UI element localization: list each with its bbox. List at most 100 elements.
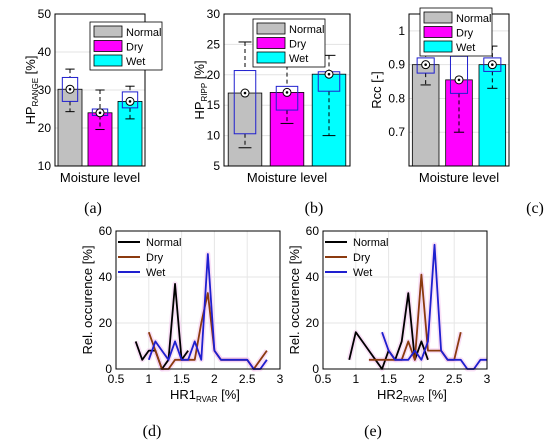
y-axis-label: Rcc [-] <box>369 71 384 109</box>
legend-label: Dry <box>289 39 307 51</box>
median-dot <box>68 87 72 91</box>
legend-swatch <box>423 11 453 24</box>
median-dot <box>327 72 331 76</box>
y-tick-label: 0.7 <box>388 125 405 139</box>
panel-2: 0.7 0.8 0.9 1 Normal Dry Wet Moisture level Rcc … <box>369 7 544 217</box>
panel-4: 0.5 1 1.5 2 2.5 3 0 20 40 60 Normal Dry Wet HR2RVAR [… <box>287 224 491 440</box>
x-tick-label: 1 <box>352 372 359 386</box>
panel-label: (d) <box>143 423 162 440</box>
legend-label: Dry <box>353 252 371 264</box>
y-tick-label: 40 <box>306 270 320 284</box>
legend-label: Normal <box>456 13 491 25</box>
legend-label: Wet <box>456 42 475 54</box>
y-tick-label: 40 <box>99 270 113 284</box>
panel-0: 10 20 30 40 50 Normal Dry Wet Moisture level HPRA… <box>23 7 163 217</box>
y-tick-label: 5 <box>213 159 220 173</box>
box-iqr <box>275 85 299 111</box>
bar-normal <box>411 64 440 167</box>
legend-label: Dry <box>146 252 164 264</box>
axes-frame <box>223 13 351 167</box>
legend-label: Normal <box>146 237 181 249</box>
x-tick-label: 2.5 <box>446 372 463 386</box>
legend-swatch <box>423 26 453 38</box>
y-tick-label: 40 <box>38 45 52 59</box>
legend-swatch <box>93 40 123 52</box>
panel-label: (a) <box>84 200 102 217</box>
y-axis-label: Rel. occurence [%] <box>80 245 95 354</box>
y-tick-label: 10 <box>207 129 221 143</box>
x-tick-label: 3 <box>277 372 284 386</box>
legend-label: Wet <box>289 53 308 65</box>
y-tick-label: 20 <box>38 121 52 135</box>
x-tick-label: 2.5 <box>239 372 256 386</box>
x-tick-label: 2 <box>211 372 218 386</box>
series-line-wet <box>147 253 268 370</box>
legend-swatch <box>423 40 453 53</box>
panel-1: 5 10 15 20 25 30 Normal Dry Wet Moisture level HPR… <box>192 7 351 217</box>
box-iqr <box>483 57 502 72</box>
y-tick-label: 1 <box>398 24 405 38</box>
median-dot <box>457 78 461 82</box>
axes-frame <box>54 13 146 167</box>
legend-label: Wet <box>353 267 372 279</box>
y-axis-label: HPRANGE [%] <box>23 56 40 125</box>
legend-swatch <box>256 22 286 35</box>
y-axis-label: Rel. occurence [%] <box>287 245 302 354</box>
median-dot <box>98 111 102 115</box>
x-tick-label: 1.5 <box>173 372 190 386</box>
y-tick-label: 60 <box>306 224 320 238</box>
legend-label: Wet <box>146 267 165 279</box>
y-tick-label: 20 <box>207 68 221 82</box>
y-tick-label: 0 <box>312 362 319 376</box>
legend-swatch <box>93 54 123 67</box>
y-tick-label: 30 <box>38 83 52 97</box>
median-dot <box>243 91 247 95</box>
median-dot <box>128 100 132 103</box>
x-axis-label: Moisture level <box>60 170 140 185</box>
panel-label: (b) <box>305 200 324 217</box>
y-tick-label: 20 <box>306 316 320 330</box>
y-tick-label: 25 <box>207 37 221 51</box>
box-iqr <box>416 57 435 74</box>
panel-label: (e) <box>364 423 382 440</box>
x-tick-label: 0.5 <box>315 372 332 386</box>
x-tick-label: 1.5 <box>380 372 397 386</box>
legend-label: Normal <box>289 24 324 36</box>
x-tick-label: 1 <box>145 372 152 386</box>
y-tick-label: 50 <box>38 7 52 21</box>
x-axis-label: Moisture level <box>419 170 499 185</box>
legend-swatch <box>256 51 286 64</box>
y-tick-label: 0.9 <box>388 58 405 72</box>
legend-label: Normal <box>126 27 161 39</box>
y-tick-label: 20 <box>99 316 113 330</box>
y-tick-label: 10 <box>38 159 52 173</box>
y-axis-label: HPRIPP [%] <box>192 60 209 119</box>
panel-3: 0.5 1 1.5 2 2.5 3 0 20 40 60 Normal Dry Wet HR1RVAR [… <box>80 224 284 440</box>
legend-label: Normal <box>353 237 388 249</box>
legend-label: Wet <box>126 56 145 68</box>
y-tick-label: 0.8 <box>388 91 405 105</box>
x-axis-label: Moisture level <box>247 170 327 185</box>
panel-label: (c) <box>526 200 544 217</box>
axes-frame <box>322 230 488 370</box>
box-iqr <box>61 76 79 102</box>
legend-swatch <box>256 37 286 49</box>
axes-frame <box>115 230 281 370</box>
bar-normal <box>57 88 83 167</box>
x-tick-label: 2 <box>418 372 425 386</box>
legend-label: Dry <box>456 28 474 40</box>
x-axis-label: HR2RVAR [%] <box>377 387 447 404</box>
legend-swatch <box>93 25 123 38</box>
box-iqr <box>121 91 139 109</box>
median-dot <box>285 91 289 94</box>
median-dot <box>491 63 494 66</box>
y-tick-label: 30 <box>207 7 221 21</box>
legend-label: Dry <box>126 42 144 54</box>
bar-dry <box>269 92 305 167</box>
y-tick-label: 15 <box>207 98 221 112</box>
x-tick-label: 0.5 <box>108 372 125 386</box>
x-tick-label: 3 <box>484 372 491 386</box>
median-dot <box>424 63 427 66</box>
bar-normal <box>227 92 263 167</box>
